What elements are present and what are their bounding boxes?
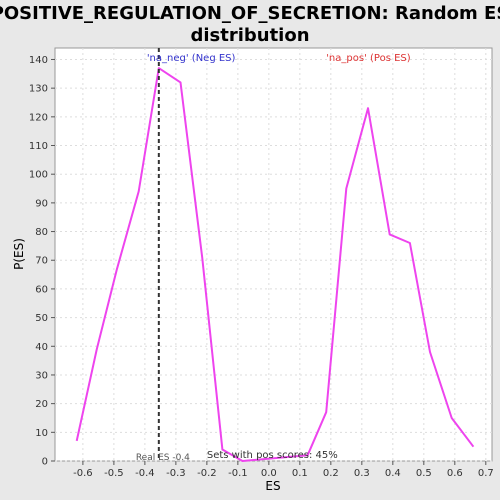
x-tick-label: -0.3 (166, 468, 186, 479)
series-layer (75, 67, 475, 462)
y-tick-label: 140 (29, 55, 48, 66)
x-tick-label: -0.6 (73, 468, 93, 479)
y-tick-label: 0 (42, 457, 48, 468)
x-tick-label: -0.5 (104, 468, 124, 479)
y-tick-label: 90 (35, 198, 48, 209)
x-tick-label: 0.0 (261, 468, 277, 479)
y-axis-ticks: 0 10 20 30 40 50 60 70 80 90 100 110 120 130 140 (29, 55, 55, 468)
x-tick-label: 0.4 (385, 468, 401, 479)
pos-es-label: 'na_pos' (Pos ES) (326, 53, 411, 64)
x-tick-label: 0.1 (292, 468, 308, 479)
y-tick-label: 40 (35, 342, 48, 353)
y-tick-label: 100 (29, 170, 48, 181)
x-tick-label: 0.2 (323, 468, 339, 479)
y-tick-label: 70 (35, 256, 48, 267)
x-tick-label: -0.1 (228, 468, 248, 479)
y-axis-label: P(ES) (12, 238, 26, 270)
x-axis-ticks: -0.6 -0.5 -0.4 -0.3 -0.2 -0.1 0.0 0.1 0.2 0.3 0.4 0… (73, 461, 494, 479)
y-tick-label: 80 (35, 227, 48, 238)
y-tick-label: 130 (29, 84, 48, 95)
y-tick-label: 10 (35, 428, 48, 439)
x-tick-label: 0.3 (354, 468, 370, 479)
x-tick-label: 0.6 (447, 468, 463, 479)
y-tick-label: 60 (35, 284, 48, 295)
grid-lines (55, 48, 492, 462)
series-line (75, 67, 475, 462)
x-tick-label: -0.4 (135, 468, 155, 479)
x-tick-label: 0.7 (478, 468, 494, 479)
neg-es-label: 'na_neg' (Neg ES) (147, 53, 236, 64)
pos-scores-label: Sets with pos scores: 45% (207, 450, 338, 461)
annotations: 'na_neg' (Neg ES) 'na_pos' (Pos ES) Real E… (136, 48, 411, 463)
plot-area (54, 47, 493, 462)
y-tick-label: 30 (35, 370, 48, 381)
x-axis-label: ES (265, 479, 280, 493)
y-tick-label: 50 (35, 313, 48, 324)
chart-title-line1: POSITIVE_REGULATION_OF_SECRETION: Random… (0, 3, 500, 24)
x-tick-label: -0.2 (197, 468, 217, 479)
y-tick-label: 120 (29, 112, 48, 123)
y-tick-label: 20 (35, 399, 48, 410)
real-es-label: Real ES -0.4 (136, 453, 190, 463)
x-tick-label: 0.5 (416, 468, 432, 479)
chart-title-line2: distribution (190, 25, 309, 46)
y-tick-label: 110 (29, 141, 48, 152)
